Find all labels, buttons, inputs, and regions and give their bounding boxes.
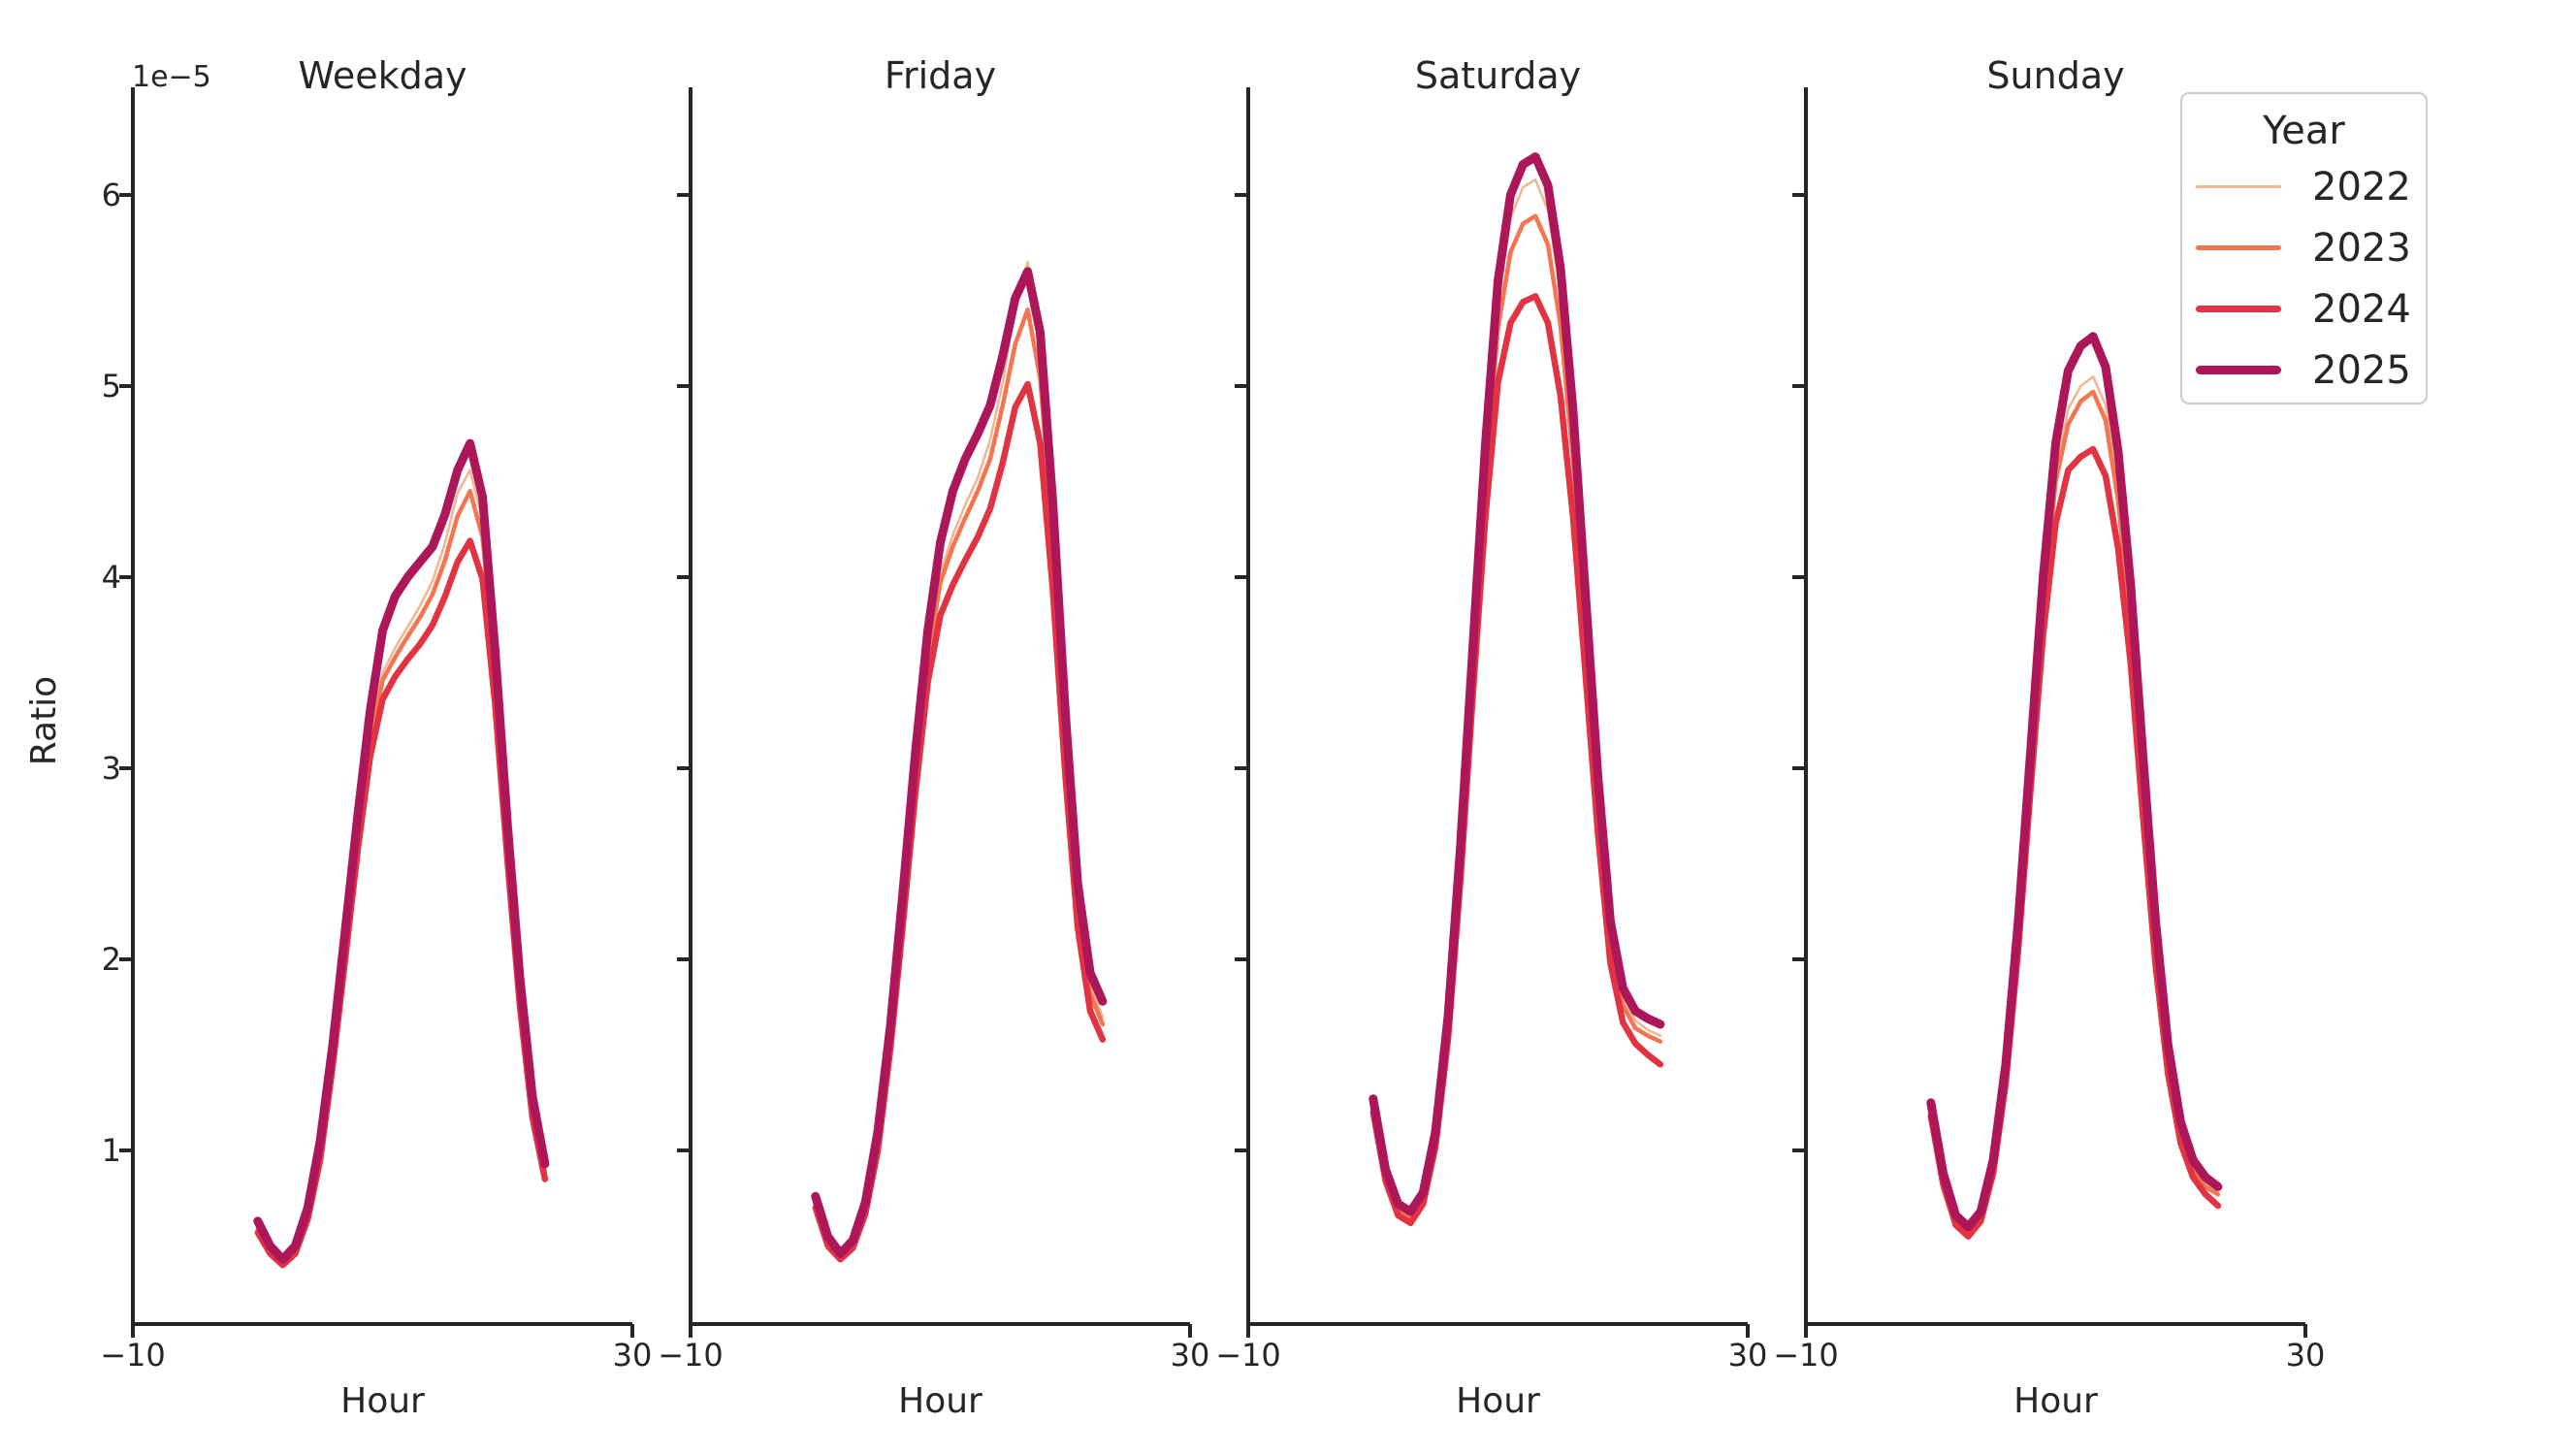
y-tick-label-1: 1 — [101, 1132, 121, 1169]
x-tick-label: −10 — [1215, 1337, 1281, 1374]
legend: Year 2022 2023 2024 2025 — [2180, 92, 2428, 404]
y-tick-label-6: 6 — [101, 177, 121, 213]
y-tick-label-2: 2 — [101, 941, 121, 978]
line-saturday-2022 — [1371, 178, 1662, 1219]
y-axis-offset-label: 1e−5 — [132, 60, 211, 94]
x-tick-label: 30 — [2285, 1337, 2326, 1374]
y-tick-label-5: 5 — [101, 368, 121, 404]
legend-label: 2022 — [2312, 164, 2411, 210]
legend-item-2024: 2024 — [2182, 278, 2426, 340]
line-sunday-2024 — [1927, 445, 2222, 1240]
line-sunday-2025 — [1926, 332, 2223, 1232]
line-saturday-2023 — [1370, 213, 1663, 1222]
legend-line-swatch-2022 — [2196, 185, 2281, 188]
x-tick-label: −10 — [100, 1337, 166, 1374]
panel-sunday — [1792, 87, 2307, 1338]
line-saturday-2024 — [1369, 293, 1664, 1227]
x-axis-sunday: −10 30 Hour — [1773, 1337, 2325, 1443]
line-saturday-2025 — [1368, 152, 1665, 1216]
x-tick-label: 30 — [1170, 1337, 1210, 1374]
x-tick-label: 30 — [1727, 1337, 1768, 1374]
panel-saturday — [1235, 87, 1750, 1338]
axes-spines — [689, 87, 1190, 1326]
line-weekday-2023 — [255, 489, 548, 1266]
x-tick-label: −10 — [658, 1337, 724, 1374]
x-axis-friday: −10 30 Hour — [658, 1337, 1209, 1443]
x-axis-label: Hour — [1456, 1381, 1540, 1421]
legend-label: 2024 — [2312, 286, 2411, 332]
legend-label: 2023 — [2312, 225, 2411, 271]
x-axis-label: Hour — [898, 1381, 982, 1421]
x-tick-label: 30 — [612, 1337, 653, 1374]
line-friday-2025 — [811, 267, 1108, 1258]
line-friday-2024 — [812, 380, 1107, 1263]
legend-label: 2025 — [2312, 347, 2411, 393]
line-friday-2022 — [814, 260, 1105, 1259]
y-tick-label-4: 4 — [101, 559, 121, 596]
legend-item-2023: 2023 — [2182, 217, 2426, 278]
legend-line-swatch-2025 — [2196, 366, 2281, 374]
legend-line-swatch-2024 — [2196, 306, 2281, 312]
line-friday-2023 — [813, 307, 1106, 1260]
legend-title: Year — [2263, 109, 2345, 153]
panel-title-friday: Friday — [884, 54, 997, 97]
legend-line-swatch-2023 — [2196, 245, 2281, 250]
panel-title-sunday: Sunday — [1986, 54, 2125, 97]
x-tick-label: −10 — [1773, 1337, 1839, 1374]
legend-item-2025: 2025 — [2182, 340, 2426, 401]
x-axis-weekday: −10 30 Hour — [100, 1337, 652, 1443]
x-axis-label: Hour — [2013, 1381, 2098, 1421]
line-weekday-2025 — [253, 438, 550, 1264]
legend-item-2022: 2022 — [2182, 156, 2426, 217]
x-axis-saturday: −10 30 Hour — [1215, 1337, 1767, 1443]
x-axis-label: Hour — [340, 1381, 425, 1421]
panel-friday — [677, 87, 1192, 1338]
panel-title-saturday: Saturday — [1414, 54, 1582, 97]
y-tick-label-3: 3 — [101, 750, 121, 787]
panel-weekday — [119, 87, 634, 1338]
panel-title-weekday: Weekday — [298, 54, 467, 97]
